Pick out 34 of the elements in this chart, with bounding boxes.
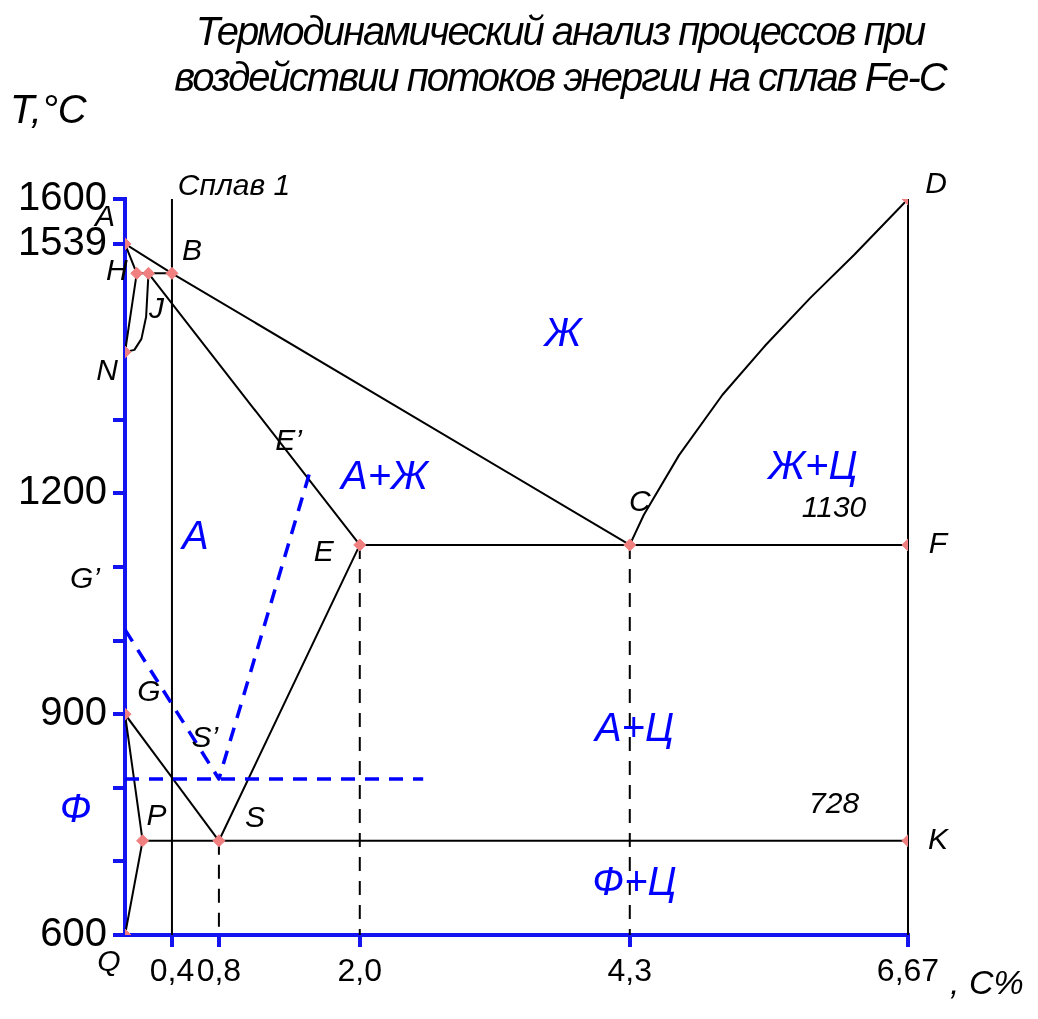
x-tick-label: 0,8: [196, 952, 242, 989]
annotation: G’: [70, 560, 102, 594]
chart-title: Термодинамический анализ процессов при воздействии потоков энергии на сплав Fe-C: [173, 8, 948, 100]
x-tick-label: 4,3: [607, 952, 653, 989]
annotation: Ж+Ц: [766, 442, 858, 487]
y-tick-label: 900: [40, 689, 107, 734]
annotation: J: [147, 290, 165, 324]
annotation: Ж: [542, 310, 584, 355]
annotation: Сплав 1: [177, 168, 291, 202]
annotation: C: [628, 484, 651, 518]
annotation: S’: [191, 720, 220, 754]
y-tick-label: 1200: [18, 468, 107, 513]
annotation: P: [146, 798, 167, 832]
annotation: А: [180, 512, 209, 557]
annotation: E’: [275, 423, 304, 457]
annotation: D: [925, 166, 947, 200]
annotation: N: [96, 353, 119, 387]
text: Ф: [59, 786, 92, 831]
x-tick-label: 2,0: [337, 952, 383, 989]
y-axis-title: T,°C: [10, 87, 88, 132]
annotation: G: [137, 673, 161, 707]
annotation: А+Ц: [592, 704, 675, 749]
x-axis-title: , С%: [950, 963, 1024, 1002]
annotation: Ф+Ц: [592, 859, 677, 904]
annotation: 1130: [801, 490, 867, 524]
annotation: S: [244, 800, 265, 834]
annotation: 728: [809, 786, 860, 820]
annotation: B: [181, 232, 202, 266]
annotation: K: [927, 822, 950, 856]
annotation: А+Ж: [339, 453, 431, 498]
annotation: F: [928, 526, 949, 560]
x-tick-label: 6,67: [876, 952, 940, 989]
annotation: E: [313, 534, 335, 568]
x-tick-label: 0,4: [149, 952, 195, 989]
